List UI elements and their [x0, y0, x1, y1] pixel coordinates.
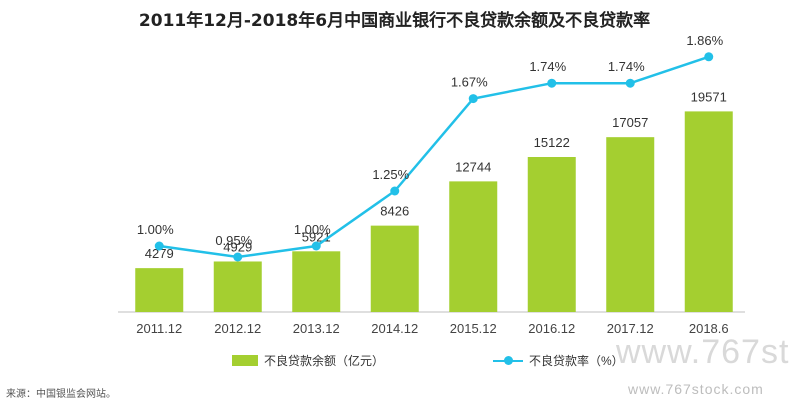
legend-line: 不良贷款率（%） — [493, 352, 624, 369]
rate-value-label: 0.95% — [215, 233, 252, 248]
bar — [370, 225, 419, 312]
legend-line-label: 不良贷款率（%） — [529, 354, 624, 368]
rate-point — [233, 252, 243, 262]
bar — [449, 181, 498, 312]
watermark-url: www.767stock.com — [628, 381, 764, 397]
chart-title: 2011年12月-2018年6月中国商业银行不良贷款余额及不良贷款率 — [138, 11, 651, 31]
rate-value-label: 1.00% — [294, 222, 331, 237]
x-tick-label: 2011.12 — [136, 321, 182, 336]
rate-point — [468, 94, 478, 104]
bar-value-label: 12744 — [455, 159, 491, 174]
bar — [684, 111, 733, 312]
x-tick-label: 2012.12 — [214, 321, 261, 336]
rate-value-label: 1.86% — [686, 33, 723, 48]
x-tick-label: 2017.12 — [607, 321, 654, 336]
bar-value-label: 15122 — [534, 135, 570, 150]
bar-value-label: 17057 — [612, 115, 648, 130]
bar-value-label: 4929 — [223, 239, 252, 254]
rate-value-label: 1.00% — [137, 222, 174, 237]
watermark-text: www.767sto — [616, 333, 789, 371]
rate-point — [704, 52, 714, 62]
rate-point — [311, 241, 321, 251]
bar-value-label: 4279 — [145, 246, 174, 261]
rate-value-label: 1.74% — [608, 59, 645, 74]
rate-value-label: 1.25% — [372, 167, 409, 182]
rate-value-label: 1.74% — [529, 59, 566, 74]
rate-value-label: 1.67% — [451, 75, 488, 90]
rate-point — [625, 78, 635, 88]
bar-value-label: 19571 — [691, 89, 727, 104]
rate-point — [154, 241, 164, 251]
legend-line-swatch — [493, 355, 523, 366]
bar — [135, 268, 184, 312]
x-tick-label: 2013.12 — [293, 321, 340, 336]
x-tick-label: 2015.12 — [450, 321, 497, 336]
x-tick-label: 2016.12 — [528, 321, 575, 336]
bar-value-label: 8426 — [380, 204, 409, 219]
legend-bar-label: 不良贷款余额（亿元） — [264, 354, 385, 368]
rate-point — [390, 186, 400, 196]
bar — [292, 251, 341, 312]
legend-bar: 不良贷款余额（亿元） — [232, 352, 384, 369]
rate-line — [159, 55, 710, 259]
source-note: 来源：中国银监会网站。 — [6, 389, 116, 400]
bar — [527, 156, 576, 312]
bar — [213, 261, 262, 312]
x-tick-label: 2014.12 — [371, 321, 418, 336]
legend-bar-swatch — [232, 355, 258, 366]
rate-point — [547, 78, 557, 88]
x-tick-label: 2018.6 — [689, 321, 729, 336]
bar — [606, 137, 655, 312]
